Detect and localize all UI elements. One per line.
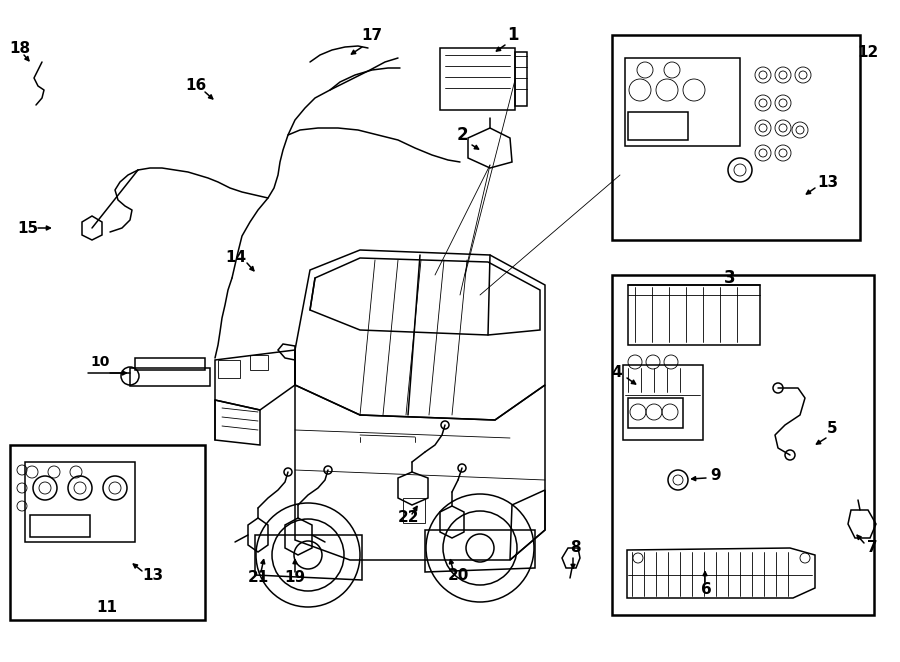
Text: 13: 13 [142, 567, 164, 583]
Text: 10: 10 [90, 355, 110, 369]
Text: 13: 13 [817, 175, 839, 189]
Text: 5: 5 [827, 420, 837, 436]
Bar [628, 112, 688, 140]
Polygon shape [310, 258, 540, 335]
Text: 15: 15 [17, 220, 39, 236]
Text: 8: 8 [570, 540, 580, 555]
Text: 18: 18 [9, 40, 31, 56]
Bar [218, 360, 240, 378]
Bar [135, 358, 205, 370]
Text: 2: 2 [456, 126, 468, 144]
Bar [612, 275, 874, 615]
Bar [250, 355, 268, 370]
Bar [612, 35, 860, 240]
Text: 17: 17 [362, 28, 382, 42]
Bar [130, 368, 210, 386]
Text: 12: 12 [858, 44, 878, 60]
Bar [10, 445, 205, 620]
Bar [625, 58, 740, 146]
Bar [403, 498, 425, 523]
Text: 6: 6 [700, 583, 711, 598]
Bar [440, 48, 515, 110]
Bar [30, 515, 90, 537]
Text: 3: 3 [724, 269, 736, 287]
Text: 1: 1 [508, 26, 518, 44]
Text: 22: 22 [397, 510, 418, 526]
Bar [25, 462, 135, 542]
Bar [515, 52, 527, 106]
Text: 19: 19 [284, 571, 306, 585]
Text: 11: 11 [96, 600, 118, 616]
Text: 16: 16 [185, 77, 207, 93]
Text: 14: 14 [225, 250, 247, 265]
Text: 21: 21 [248, 571, 268, 585]
Text: 7: 7 [867, 540, 877, 555]
Text: 20: 20 [447, 567, 469, 583]
Text: 9: 9 [711, 469, 721, 483]
Bar [623, 365, 703, 440]
Bar [628, 398, 683, 428]
Text: 4: 4 [612, 365, 622, 379]
